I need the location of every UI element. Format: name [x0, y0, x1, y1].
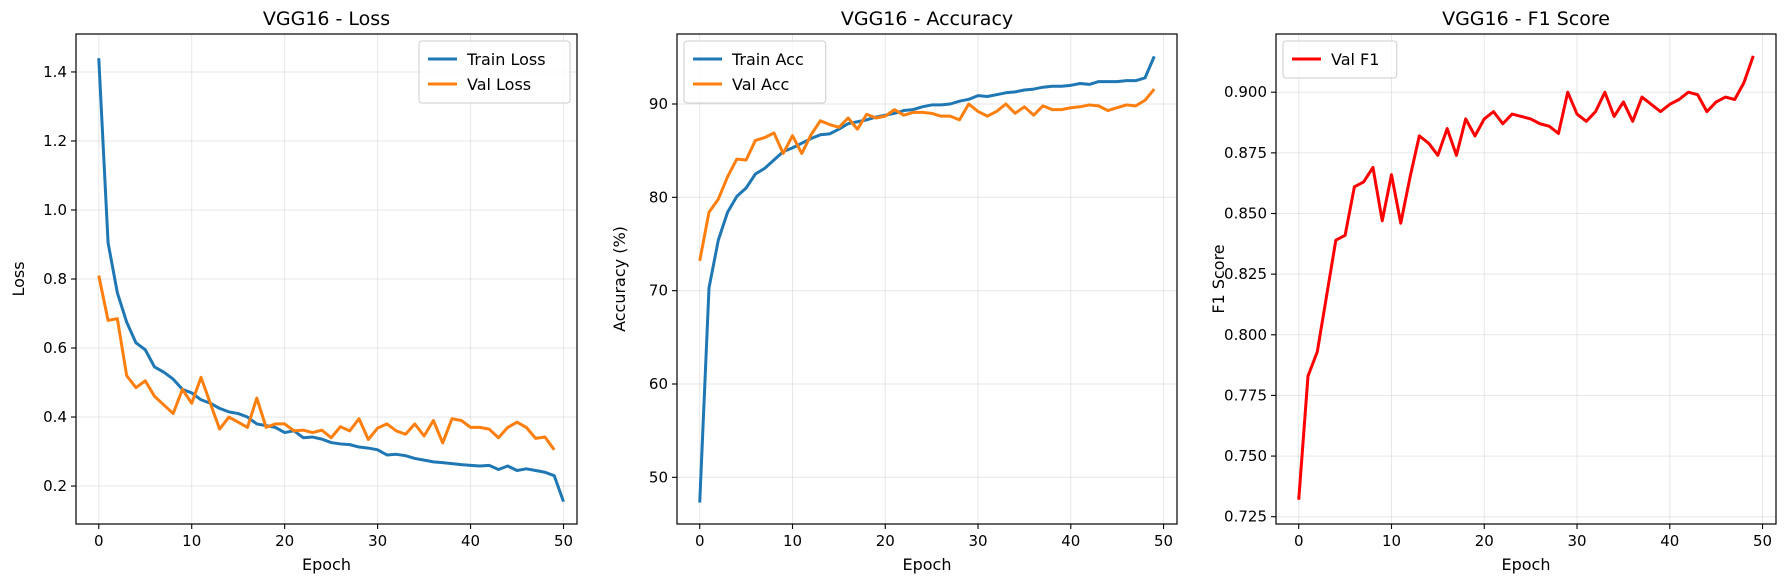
y-tick-label: 70	[649, 282, 668, 300]
legend-entry-label: Val Loss	[467, 75, 531, 94]
x-tick-label: 40	[1660, 532, 1679, 550]
x-tick-label: 10	[182, 532, 201, 550]
y-axis-label: Accuracy (%)	[610, 226, 629, 332]
chart-title: VGG16 - Loss	[263, 8, 390, 30]
x-tick-label: 0	[1294, 532, 1304, 550]
chart-title: VGG16 - Accuracy	[841, 8, 1013, 30]
y-tick-label: 0.800	[1224, 326, 1267, 344]
series-line-train-loss	[97, 58, 565, 503]
legend: Val F1	[1282, 40, 1398, 79]
y-tick-label: 0.6	[43, 339, 67, 357]
x-tick-label: 10	[1382, 532, 1401, 550]
y-tick-label: 0.900	[1224, 83, 1267, 101]
y-tick-label: 0.750	[1224, 447, 1267, 465]
x-tick-label: 0	[695, 532, 705, 550]
x-tick-label: 40	[461, 532, 480, 550]
x-axis-label: Epoch	[903, 555, 952, 574]
chart-panel-2: 0 10 20 30 40 50 50 60 70 80 90 VGG16 - Accuracy Epo…	[610, 8, 1178, 574]
legend-entry-label: Val F1	[1331, 50, 1379, 69]
series-line-val-f1	[1297, 55, 1755, 500]
legend-frame	[1282, 40, 1398, 79]
x-axis-label: Epoch	[1502, 555, 1551, 574]
x-tick-label: 30	[368, 532, 387, 550]
y-tick-label: 50	[649, 468, 668, 486]
series-line-val-loss	[97, 275, 556, 451]
x-tick-label: 50	[554, 532, 573, 550]
y-axis-label: F1 Score	[1209, 244, 1228, 313]
chart-panel-1: 0 10 20 30 40 50 0.2 0.4 0.6 0.8 1.0 1.2 1.4 VGG16 - …	[9, 8, 578, 574]
x-tick-label: 20	[1475, 532, 1494, 550]
legend-entry-label: Train Loss	[466, 50, 546, 69]
x-tick-label: 10	[783, 532, 802, 550]
chart-panel-3: 0 10 20 30 40 50 0.725 0.750 0.775 0.800 0.825 0.85…	[1209, 8, 1777, 574]
y-tick-label: 0.8	[43, 270, 67, 288]
x-tick-label: 20	[876, 532, 895, 550]
y-tick-label: 1.0	[43, 201, 67, 219]
legend-entry-label: Train Acc	[731, 50, 804, 69]
y-tick-label: 0.2	[43, 477, 67, 495]
x-tick-label: 30	[968, 532, 987, 550]
y-tick-label: 0.725	[1224, 508, 1267, 526]
x-tick-label: 50	[1753, 532, 1772, 550]
x-tick-label: 50	[1154, 532, 1173, 550]
legend-frame	[683, 40, 827, 104]
y-tick-label: 0.850	[1224, 205, 1267, 223]
plot-area-frame	[1275, 33, 1777, 525]
x-tick-label: 20	[275, 532, 294, 550]
x-tick-label: 0	[94, 532, 104, 550]
y-tick-label: 0.775	[1224, 386, 1267, 404]
x-tick-label: 40	[1061, 532, 1080, 550]
y-axis-label: Loss	[9, 261, 28, 296]
y-tick-label: 0.825	[1224, 265, 1267, 283]
series-line-val-acc	[698, 88, 1156, 262]
x-tick-label: 30	[1567, 532, 1586, 550]
y-tick-label: 60	[649, 375, 668, 393]
y-tick-label: 80	[649, 188, 668, 206]
legend-frame	[418, 40, 571, 104]
y-tick-label: 1.2	[43, 132, 67, 150]
legend-entry-label: Val Acc	[732, 75, 789, 94]
x-axis-label: Epoch	[302, 555, 351, 574]
series-line-train-acc	[698, 55, 1156, 503]
legend: Train Loss Val Loss	[418, 40, 571, 104]
y-tick-label: 0.4	[43, 408, 67, 426]
y-tick-label: 1.4	[43, 63, 67, 81]
legend: Train Acc Val Acc	[683, 40, 827, 104]
chart-title: VGG16 - F1 Score	[1442, 8, 1610, 30]
y-tick-label: 90	[649, 95, 668, 113]
plot-area-frame	[676, 33, 1178, 525]
y-tick-label: 0.875	[1224, 144, 1267, 162]
